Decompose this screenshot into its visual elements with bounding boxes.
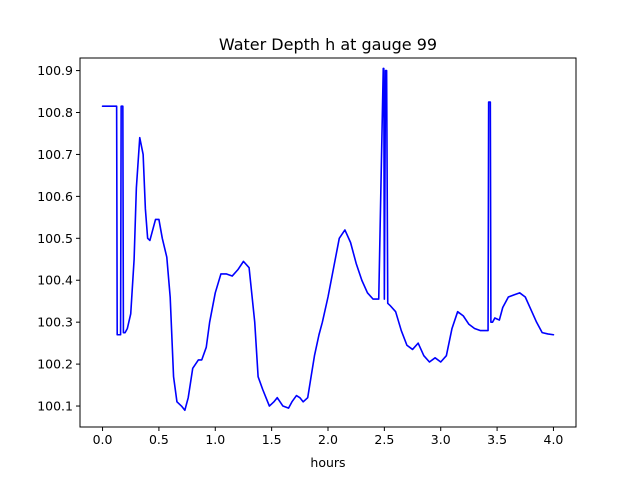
y-tick-label: 100.5 [37,231,73,246]
x-tick-label: 1.0 [205,432,225,447]
chart-title: Water Depth h at gauge 99 [219,35,437,54]
y-tick-label: 100.8 [37,105,73,120]
x-axis-ticks: 0.0 0.5 1.0 1.5 2.0 2.5 3.0 3.5 4.0 [93,427,564,447]
y-tick-label: 100.9 [37,63,73,78]
plot-area: 0.0 0.5 1.0 1.5 2.0 2.5 3.0 3.5 4.0 100.1100.210… [37,57,577,447]
x-tick-label: 1.5 [262,432,282,447]
series-line-1 [101,67,555,412]
x-tick-label: 3.0 [431,432,451,447]
y-tick-label: 100.7 [37,147,73,162]
series-group [101,67,555,412]
y-tick-label: 100.3 [37,315,73,330]
y-tick-label: 100.1 [37,399,73,414]
x-tick-label: 3.5 [487,432,507,447]
x-tick-label: 2.0 [318,432,338,447]
y-tick-label: 100.4 [37,273,73,288]
x-axis-label: hours [310,455,345,470]
x-tick-label: 0.0 [93,432,113,447]
y-tick-label: 100.2 [37,357,73,372]
x-tick-label: 2.5 [374,432,394,447]
x-tick-label: 0.5 [149,432,169,447]
x-tick-label: 4.0 [544,432,564,447]
y-axis-ticks: 100.1 100.2 100.3 100.4 100.5 100.6 100.7 100.8… [37,63,80,414]
y-tick-label: 100.6 [37,189,73,204]
